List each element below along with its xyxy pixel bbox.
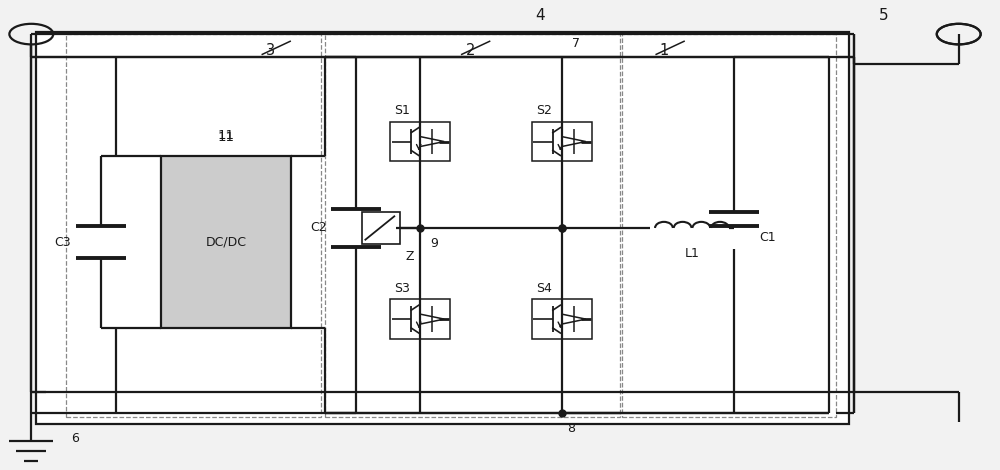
Text: 2: 2 [465,43,475,58]
Bar [532,299,592,339]
Text: S2: S2 [536,104,552,117]
Bar [362,212,400,244]
Text: 3: 3 [266,43,275,58]
Text: 11: 11 [217,129,234,141]
Text: DC/DC: DC/DC [205,235,246,249]
Bar [325,34,620,417]
Text: 7: 7 [572,38,580,50]
Bar [66,34,320,417]
Bar [390,122,450,161]
Bar [390,299,450,339]
Text: L1: L1 [685,247,699,260]
Text: C2: C2 [310,221,326,235]
Text: 9: 9 [430,237,438,251]
Text: 5: 5 [879,8,889,23]
Text: C3: C3 [55,235,71,249]
Text: 1: 1 [660,43,669,58]
Bar [36,32,849,424]
Text: 4: 4 [535,8,545,23]
Text: S1: S1 [394,104,410,117]
Text: 6: 6 [71,432,79,445]
Text: S4: S4 [536,282,552,295]
Text: C1: C1 [759,231,776,244]
Bar [161,156,291,329]
Text: 11: 11 [217,131,234,144]
Text: Z: Z [405,250,414,263]
Bar [622,34,836,417]
Text: 8: 8 [567,422,575,435]
Bar [532,122,592,161]
Text: S3: S3 [394,282,410,295]
